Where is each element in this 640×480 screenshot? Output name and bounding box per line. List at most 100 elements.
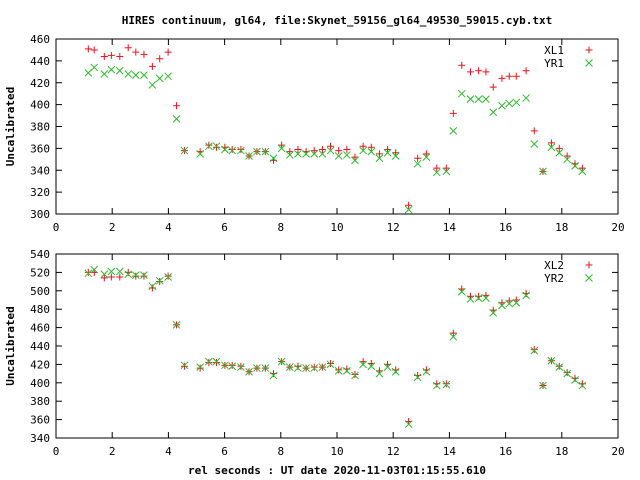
data-point-xl1 (482, 68, 490, 76)
data-point-yr2 (302, 364, 310, 372)
x-tick-label: 8 (277, 221, 284, 234)
data-point-yr1 (310, 149, 319, 158)
data-point-xl1 (294, 145, 302, 153)
data-point-xl1 (422, 150, 430, 158)
data-point-yr2 (375, 369, 384, 378)
data-point-yr1 (539, 167, 547, 176)
data-point-xl1 (205, 141, 213, 149)
y-tick-label: 360 (30, 414, 50, 427)
data-point-yr2 (90, 265, 99, 274)
data-point-yr1 (375, 154, 384, 163)
data-point-yr1 (302, 149, 310, 158)
data-point-yr1 (196, 149, 205, 158)
plot-frame (55, 38, 619, 215)
y-tick-label: 540 (30, 248, 50, 261)
data-point-xl2 (132, 272, 140, 280)
x-tick-label: 18 (555, 221, 568, 234)
data-point-xl1 (90, 46, 98, 54)
data-point-yr1 (164, 72, 172, 81)
data-point-xl2 (310, 363, 318, 371)
x-tick-label: 14 (443, 445, 457, 458)
y-axis-label: Uncalibrated (4, 87, 17, 166)
data-point-yr2 (489, 309, 498, 317)
x-tick-label: 0 (53, 221, 60, 234)
y-tick-label: 460 (30, 322, 50, 335)
data-point-yr2 (124, 270, 133, 279)
x-tick-label: 14 (443, 221, 457, 234)
data-point-yr2 (196, 363, 205, 372)
data-point-xl1 (392, 149, 400, 157)
data-point-yr1 (432, 168, 441, 177)
data-point-yr1 (383, 148, 392, 157)
data-point-xl1 (555, 144, 563, 152)
data-point-yr2 (383, 363, 392, 372)
data-point-xl1 (489, 83, 497, 91)
data-point-xl1 (505, 72, 513, 80)
data-point-xl2 (180, 362, 188, 370)
data-point-yr1 (131, 71, 140, 79)
data-point-xl1 (563, 152, 571, 160)
y-tick-label: 380 (30, 121, 50, 134)
data-point-xl2 (196, 364, 204, 372)
data-point-yr2 (512, 298, 521, 307)
data-point-yr2 (404, 420, 413, 429)
x-tick-label: 4 (165, 221, 172, 234)
data-point-yr1 (180, 146, 189, 155)
data-point-xl1 (367, 143, 375, 151)
data-point-xl2 (116, 273, 124, 281)
data-point-yr1 (318, 149, 327, 158)
data-point-xl1 (578, 164, 586, 172)
data-point-yr1 (512, 98, 521, 107)
data-point-yr1 (326, 146, 335, 155)
data-point-yr2 (245, 367, 253, 376)
data-point-yr2 (84, 269, 93, 278)
data-point-xl2 (530, 346, 538, 354)
data-point-yr2 (505, 299, 514, 308)
y-tick-label: 340 (30, 164, 50, 177)
data-point-xl2 (205, 359, 213, 367)
data-point-xl1 (384, 145, 392, 153)
data-point-xl1 (318, 145, 326, 153)
y-tick-label: 420 (30, 358, 50, 371)
data-point-xl1 (278, 141, 286, 149)
data-point-xl1 (458, 61, 466, 69)
legend-label-xl2: XL2 (544, 259, 564, 272)
data-point-yr2 (107, 267, 116, 276)
legend-marker-yr2 (585, 274, 593, 282)
data-point-yr1 (212, 142, 221, 151)
data-point-yr1 (124, 70, 133, 78)
data-point-yr1 (294, 149, 302, 158)
data-point-xl1 (310, 147, 318, 155)
data-point-yr1 (530, 140, 539, 148)
y-tick-label: 380 (30, 395, 50, 408)
data-point-xl2 (164, 272, 172, 280)
data-point-yr2 (164, 273, 172, 281)
data-point-yr1 (205, 142, 213, 151)
data-point-yr1 (442, 167, 451, 176)
series-xl1 (84, 44, 586, 209)
data-point-xl2 (449, 329, 457, 337)
y-axis-label: Uncalibrated (4, 306, 17, 385)
data-point-yr2 (555, 363, 564, 372)
data-point-yr1 (90, 63, 99, 72)
legend-label-yr1: YR1 (544, 57, 564, 70)
x-tick-label: 2 (109, 445, 116, 458)
data-point-yr2 (310, 364, 319, 372)
data-point-yr2 (563, 369, 571, 378)
data-point-yr2 (148, 282, 157, 291)
y-tick-label: 340 (30, 432, 50, 445)
chart-title: HIRES continuum, gl64, file:Skynet_59156… (122, 14, 552, 27)
y-tick-label: 420 (30, 77, 50, 90)
data-point-xl1 (498, 74, 506, 82)
data-point-yr1 (228, 146, 237, 155)
data-point-yr1 (269, 154, 278, 163)
data-point-yr1 (457, 89, 466, 98)
data-point-yr1 (342, 151, 351, 159)
data-point-xl1 (351, 153, 359, 161)
data-point-yr2 (285, 363, 294, 372)
data-point-xl1 (124, 44, 132, 52)
y-tick-label: 500 (30, 285, 50, 298)
x-tick-label: 0 (53, 445, 60, 458)
data-point-yr1 (578, 167, 587, 176)
data-point-xl1 (107, 51, 115, 59)
